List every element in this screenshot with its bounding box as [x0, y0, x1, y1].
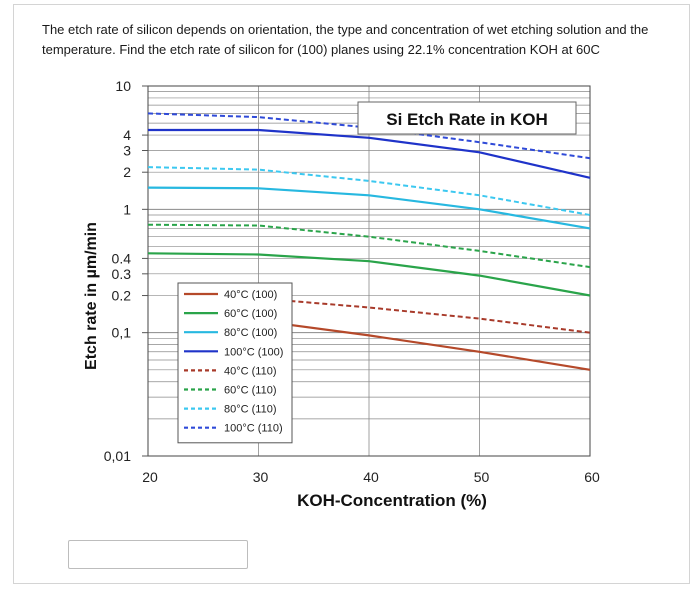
- x-tick-label: 50: [474, 469, 490, 485]
- legend-label-4: 100°C (100): [224, 346, 283, 358]
- y-tick-label: 0.4: [112, 250, 132, 266]
- y-tick-label: 1: [123, 201, 131, 217]
- answer-input[interactable]: [68, 540, 248, 569]
- x-tick-label: 20: [142, 469, 158, 485]
- y-tick-label: 2: [123, 164, 131, 180]
- y-tick-label: 10: [115, 78, 131, 94]
- legend-label-1: 40°C (100): [224, 289, 277, 301]
- y-tick-label: 0,1: [112, 325, 132, 341]
- plot-area-border: [147, 85, 591, 457]
- x-tick-label: 30: [253, 469, 269, 485]
- legend-box: [177, 282, 293, 444]
- y-tick-label: 0.2: [112, 288, 132, 304]
- legend-label-8: 100°C (110): [224, 423, 283, 435]
- y-tick-label: 0,01: [104, 448, 131, 464]
- question-line-1: The etch rate of silicon depends on orie…: [42, 22, 649, 37]
- question-text: The etch rate of silicon depends on orie…: [42, 20, 682, 60]
- legend-label-2: 60°C (100): [224, 308, 277, 320]
- y-axis-label: Etch rate in µm/min: [83, 222, 100, 370]
- series-line-4: [148, 128, 591, 179]
- question-frame: [13, 4, 690, 584]
- question-line-2: temperature. Find the etch rate of silic…: [42, 42, 600, 57]
- series-line-1: [258, 319, 591, 371]
- series-line-6: [147, 223, 591, 269]
- legend-label-5: 40°C (110): [224, 365, 277, 377]
- legend-label-7: 80°C (110): [224, 404, 277, 416]
- legend-label-3: 80°C (100): [224, 327, 277, 339]
- series-line-7: [147, 166, 591, 216]
- y-tick-label: 4: [123, 127, 131, 143]
- series-line-8: [147, 112, 591, 160]
- chart-title-box: [357, 101, 577, 135]
- legend-label-6: 60°C (110): [224, 385, 277, 397]
- x-axis-label: KOH-Concentration (%): [297, 491, 487, 510]
- x-tick-label: 60: [584, 469, 600, 485]
- y-tick-label: 3: [123, 142, 131, 158]
- x-tick-label: 40: [363, 469, 379, 485]
- y-tick-label: 0.3: [112, 266, 132, 282]
- series-line-3: [147, 186, 591, 230]
- series-line-2: [147, 252, 591, 297]
- chart-title: Si Etch Rate in KOH: [386, 110, 548, 129]
